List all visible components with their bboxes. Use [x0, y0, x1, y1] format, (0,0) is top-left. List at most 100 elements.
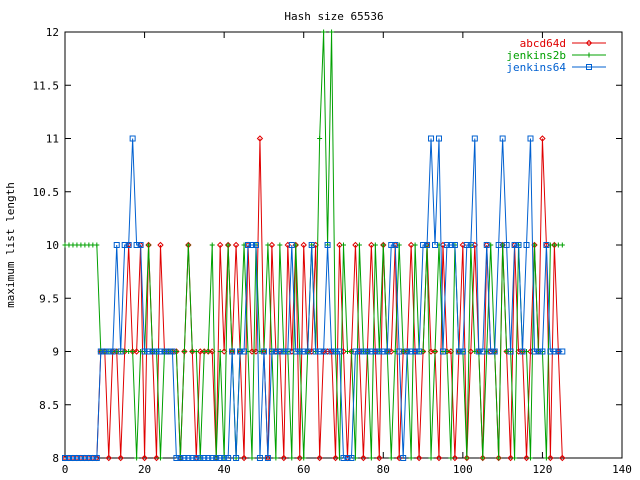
data-point — [245, 242, 252, 248]
data-point — [412, 348, 419, 355]
data-point — [252, 242, 259, 248]
data-point — [217, 349, 223, 354]
data-point — [229, 348, 236, 355]
data-point — [277, 242, 283, 248]
x-tick-label: 140 — [612, 463, 632, 476]
data-point — [428, 135, 435, 142]
x-tick-label: 80 — [377, 463, 390, 476]
data-point — [197, 455, 204, 461]
data-point — [225, 242, 231, 248]
data-point — [352, 348, 359, 355]
data-point — [137, 242, 144, 248]
data-point — [467, 242, 474, 248]
data-point — [216, 241, 224, 249]
data-point — [463, 242, 470, 248]
data-point — [543, 455, 549, 461]
data-point — [459, 348, 466, 355]
data-point — [555, 348, 562, 355]
data-point — [177, 455, 184, 461]
data-point — [356, 242, 362, 248]
data-point — [523, 454, 530, 462]
y-tick-label: 10.5 — [33, 186, 60, 199]
data-point — [443, 242, 450, 248]
data-point — [308, 242, 315, 248]
data-point — [527, 135, 534, 142]
data-point — [388, 242, 395, 248]
data-point — [73, 455, 80, 461]
data-point — [240, 454, 248, 462]
data-point — [559, 454, 566, 462]
data-point — [193, 455, 200, 461]
data-point — [292, 348, 299, 355]
data-point — [280, 454, 288, 462]
data-point — [491, 348, 498, 355]
data-point — [360, 348, 367, 355]
data-point — [117, 348, 124, 355]
data-point — [300, 348, 307, 355]
data-point — [105, 454, 112, 462]
data-point — [69, 455, 76, 461]
data-point — [479, 348, 486, 355]
data-point — [328, 348, 335, 355]
data-point — [169, 348, 176, 355]
data-point — [249, 455, 255, 461]
data-point — [559, 242, 565, 248]
series-layer — [61, 29, 566, 462]
data-point — [368, 348, 375, 355]
data-point — [408, 455, 414, 461]
data-point — [415, 454, 423, 462]
data-point — [153, 454, 160, 462]
data-point — [316, 348, 323, 355]
data-point — [368, 241, 375, 249]
data-point — [93, 455, 100, 461]
data-point — [77, 455, 84, 461]
data-point — [289, 455, 295, 461]
data-point — [209, 242, 215, 248]
data-point — [435, 135, 442, 142]
data-point — [256, 455, 263, 461]
data-point — [237, 348, 244, 355]
data-point — [586, 52, 592, 58]
data-point — [165, 348, 172, 355]
data-point — [388, 455, 394, 461]
data-point — [432, 242, 439, 248]
data-point — [503, 242, 510, 248]
data-point — [464, 455, 470, 461]
x-tick-label: 20 — [138, 463, 151, 476]
data-point — [121, 242, 128, 248]
data-point — [586, 64, 592, 70]
data-point — [189, 455, 196, 461]
data-point — [511, 242, 518, 248]
data-point — [185, 242, 191, 248]
data-point — [316, 454, 323, 462]
legend-label: abcd64d — [520, 37, 566, 50]
data-point — [340, 455, 347, 461]
y-tick-label: 11.5 — [33, 79, 60, 92]
data-point — [352, 241, 359, 249]
data-point — [487, 348, 494, 355]
data-point — [134, 455, 140, 461]
data-point — [256, 135, 264, 142]
data-point — [225, 455, 232, 461]
data-point — [304, 348, 311, 355]
y-tick-label: 9.5 — [39, 292, 59, 305]
data-point — [321, 29, 327, 35]
data-point — [407, 241, 415, 249]
data-point — [447, 242, 454, 248]
data-point — [428, 455, 434, 461]
data-point — [535, 348, 542, 355]
data-point — [551, 348, 558, 355]
data-point — [173, 455, 180, 461]
data-point — [141, 348, 148, 355]
data-point — [264, 455, 271, 461]
data-point — [117, 454, 124, 462]
data-point — [515, 242, 522, 248]
data-point — [424, 242, 431, 248]
data-point — [268, 241, 276, 249]
data-point — [133, 242, 140, 248]
data-point — [368, 455, 374, 461]
data-point — [559, 348, 566, 355]
data-point — [157, 348, 164, 355]
data-point — [372, 348, 379, 355]
data-point — [372, 242, 378, 248]
